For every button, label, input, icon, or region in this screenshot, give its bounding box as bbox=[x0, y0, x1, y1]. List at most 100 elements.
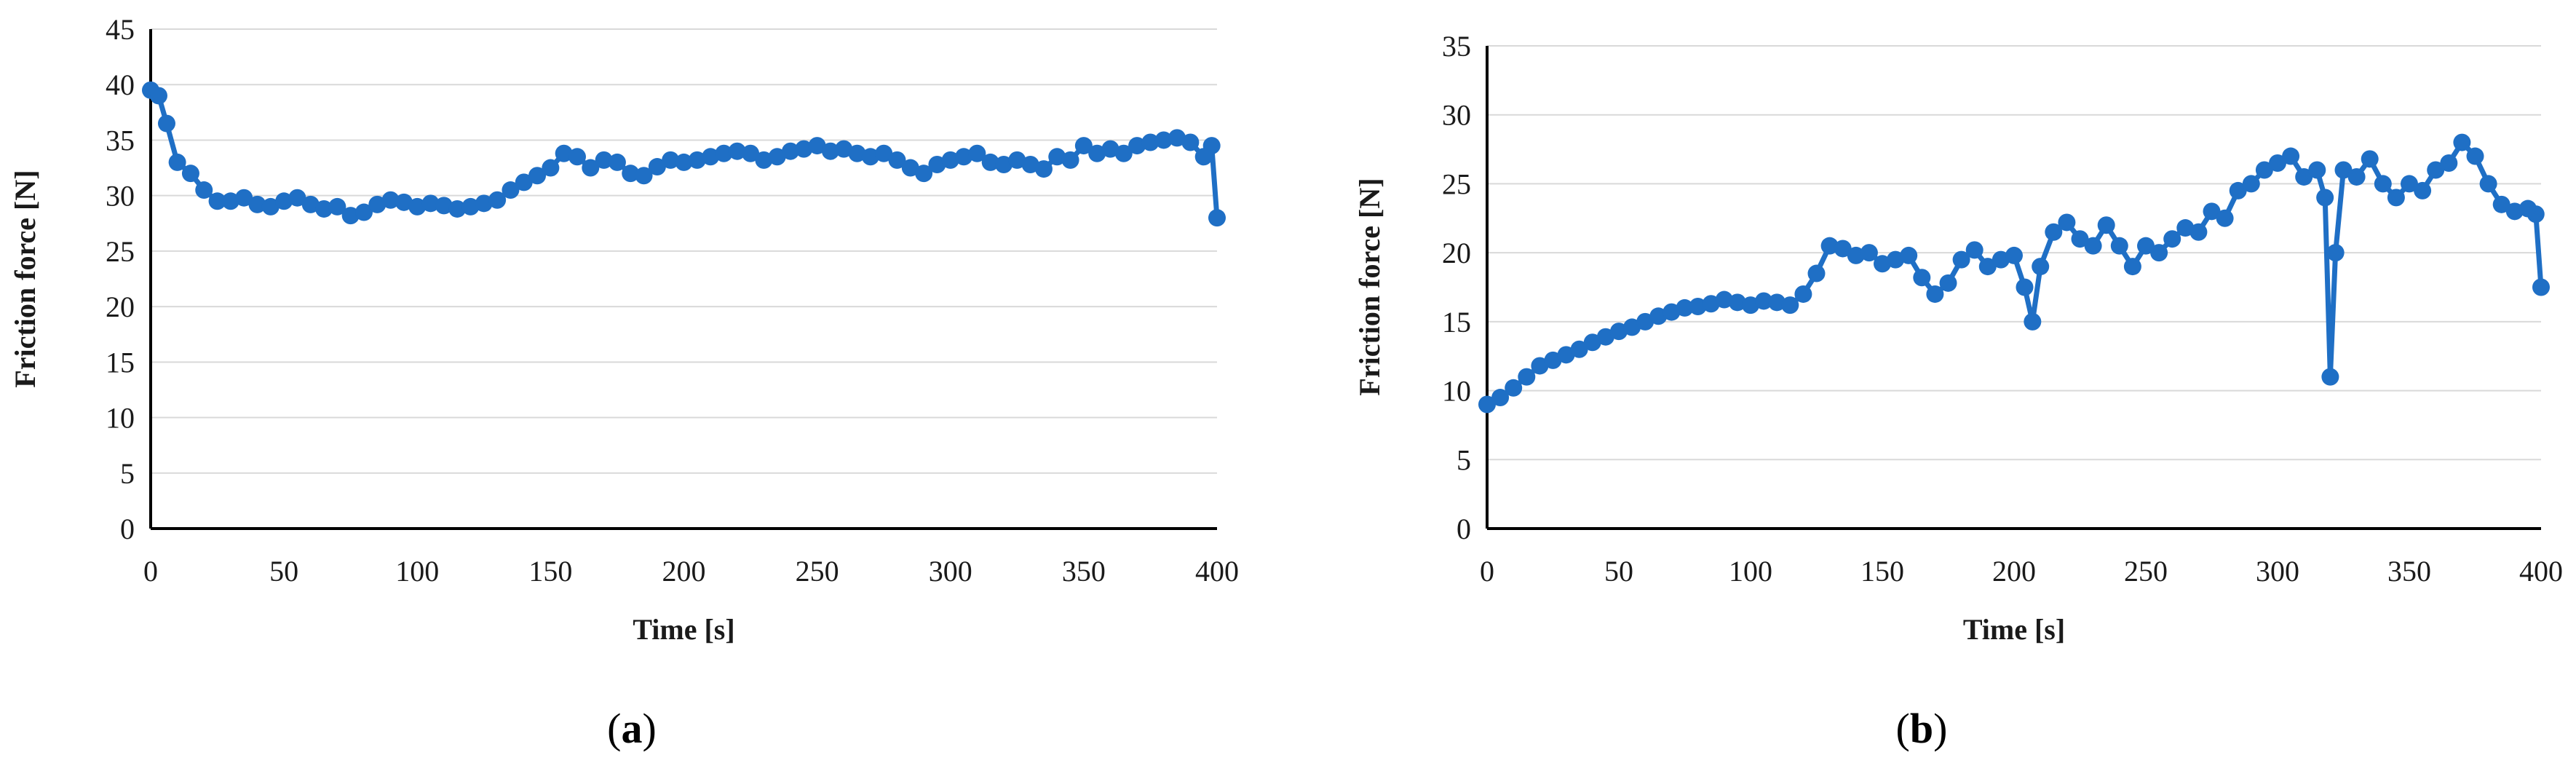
data-point bbox=[1181, 133, 1200, 151]
x-tick-label: 300 bbox=[929, 555, 972, 588]
data-point bbox=[1048, 148, 1066, 166]
data-point bbox=[2440, 154, 2458, 173]
x-tick-label: 300 bbox=[2256, 555, 2299, 588]
data-point bbox=[488, 191, 507, 209]
data-point bbox=[542, 159, 560, 177]
data-point bbox=[2326, 244, 2345, 262]
data-point bbox=[1952, 250, 1970, 269]
data-point bbox=[1702, 295, 1720, 313]
x-tick-label: 150 bbox=[528, 555, 572, 588]
data-point bbox=[2308, 161, 2326, 179]
y-tick-label: 30 bbox=[1442, 99, 1471, 132]
data-point bbox=[2203, 202, 2221, 221]
data-point bbox=[2137, 237, 2155, 255]
data-point bbox=[1544, 351, 1562, 369]
data-point bbox=[301, 195, 320, 213]
data-point bbox=[2123, 258, 2141, 276]
data-point bbox=[968, 144, 986, 162]
data-point bbox=[1794, 285, 1812, 303]
data-point bbox=[2176, 219, 2195, 237]
data-point bbox=[2255, 161, 2273, 179]
data-point bbox=[2242, 175, 2260, 193]
data-point bbox=[702, 148, 720, 166]
data-point bbox=[2163, 230, 2181, 248]
data-point bbox=[1570, 340, 1588, 358]
y-axis-title: Friction force [N] bbox=[1353, 178, 1386, 395]
data-point bbox=[168, 153, 186, 171]
data-point bbox=[2492, 195, 2510, 213]
y-tick-label: 20 bbox=[106, 290, 135, 323]
data-point bbox=[157, 114, 175, 133]
data-point bbox=[795, 140, 813, 158]
data-point bbox=[2150, 244, 2168, 262]
data-point bbox=[235, 189, 253, 207]
data-point bbox=[1557, 346, 1575, 364]
y-tick-label: 0 bbox=[120, 513, 135, 545]
data-point bbox=[1781, 296, 1799, 315]
data-point bbox=[2045, 223, 2063, 241]
data-point bbox=[328, 197, 346, 216]
data-point bbox=[2071, 230, 2089, 248]
data-point bbox=[1939, 274, 1957, 292]
data-point bbox=[1900, 246, 1918, 264]
y-tick-label: 0 bbox=[1457, 513, 1471, 545]
data-point bbox=[595, 151, 613, 169]
data-point bbox=[1742, 296, 1759, 315]
data-point bbox=[208, 192, 226, 210]
data-point bbox=[995, 155, 1012, 173]
data-point bbox=[381, 191, 400, 209]
y-tick-label: 5 bbox=[1457, 443, 1471, 476]
y-tick-label: 45 bbox=[106, 13, 135, 46]
data-point bbox=[2058, 213, 2076, 232]
data-point bbox=[635, 167, 653, 185]
data-point bbox=[1168, 129, 1186, 147]
data-point bbox=[1518, 368, 1536, 386]
data-point bbox=[1583, 333, 1601, 352]
data-point bbox=[2361, 150, 2379, 168]
data-point bbox=[2414, 181, 2432, 199]
x-tick-label: 100 bbox=[1729, 555, 1772, 588]
y-tick-label: 10 bbox=[106, 402, 135, 435]
data-point bbox=[288, 189, 306, 207]
data-point bbox=[149, 87, 167, 105]
data-point bbox=[1834, 240, 1852, 258]
data-point bbox=[955, 148, 973, 166]
data-point bbox=[1531, 357, 1549, 375]
data-point bbox=[808, 137, 826, 155]
data-point bbox=[1874, 255, 1891, 273]
x-tick-label: 400 bbox=[2519, 555, 2563, 588]
data-point bbox=[848, 144, 866, 162]
data-point bbox=[782, 142, 799, 160]
data-point bbox=[1074, 137, 1093, 155]
x-tick-label: 350 bbox=[1062, 555, 1106, 588]
data-point bbox=[1034, 160, 1053, 178]
data-point bbox=[1992, 250, 2010, 269]
data-point bbox=[662, 151, 680, 169]
data-point bbox=[435, 197, 453, 215]
data-point bbox=[1847, 246, 1865, 264]
x-axis-title: Time [s] bbox=[633, 613, 734, 646]
data-point bbox=[1478, 395, 1496, 414]
x-tick-label: 0 bbox=[1480, 555, 1494, 588]
data-point bbox=[2401, 175, 2418, 193]
y-axis-title: Friction force [N] bbox=[9, 170, 41, 387]
chart-panel-a: 0 5 10 15 20 25 30 35 40 45 0 50 100 150 200 250 300 350 4… bbox=[9, 13, 1239, 646]
data-point bbox=[1755, 292, 1773, 310]
data-point bbox=[315, 199, 333, 218]
data-point bbox=[221, 192, 239, 210]
data-point bbox=[1610, 323, 1628, 341]
data-point bbox=[355, 203, 373, 221]
data-point bbox=[2527, 205, 2545, 224]
data-point bbox=[1208, 209, 1226, 227]
data-point bbox=[1491, 389, 1510, 407]
data-point bbox=[1662, 303, 1681, 321]
data-point bbox=[368, 195, 387, 213]
y-tick-label: 25 bbox=[1442, 167, 1471, 200]
y-tick-label: 30 bbox=[106, 180, 135, 213]
data-point bbox=[395, 193, 413, 211]
data-point bbox=[688, 151, 706, 169]
data-point bbox=[742, 144, 760, 162]
data-point bbox=[1978, 258, 1997, 276]
